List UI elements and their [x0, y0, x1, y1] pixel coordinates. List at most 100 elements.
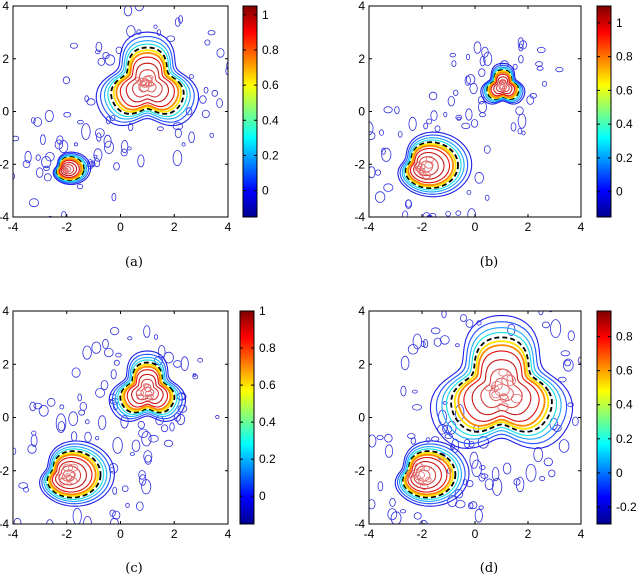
ripple-contour — [369, 166, 376, 179]
y-tick-label: -2 — [354, 464, 365, 478]
ripple-contour — [13, 517, 22, 524]
colorbar-tick-label: 1 — [262, 8, 269, 22]
ripple-contour — [31, 430, 37, 436]
level-contour — [397, 131, 473, 198]
ripple-contour — [529, 92, 537, 99]
ripple-contour — [138, 428, 149, 439]
ripple-contour — [583, 334, 593, 349]
plot-background — [369, 6, 581, 217]
ripple-contour — [435, 537, 443, 542]
ripple-contour — [515, 106, 524, 116]
x-tick-label: -2 — [417, 220, 428, 234]
ripple-contour — [153, 24, 158, 29]
region-triangle-1 — [95, 31, 200, 127]
y-tick-label: 2 — [2, 52, 9, 66]
colorbar-tick-label: 0.6 — [262, 78, 279, 92]
ripple-contour — [29, 401, 37, 412]
colorbar: 0 0.2 0.4 0.6 0.8 1 — [239, 304, 276, 525]
level-contour — [410, 461, 442, 490]
level-contour — [125, 62, 170, 103]
ripple-contour — [344, 449, 354, 464]
level-contour — [48, 452, 99, 497]
colorbar-gradient — [596, 310, 612, 525]
ripple-contour — [390, 511, 402, 524]
level-contour — [429, 314, 574, 450]
ripple-contour — [127, 122, 134, 132]
ripple-contour — [395, 531, 404, 543]
interior-contour — [68, 477, 78, 485]
ripple-contour — [216, 98, 223, 108]
interior-contour — [484, 384, 493, 392]
ripple-contour — [353, 432, 359, 442]
colorbar-tick-label: 0.4 — [616, 398, 633, 412]
x-tick-label: -4 — [8, 220, 19, 234]
level-zero-contour — [404, 141, 459, 189]
region-triangle-1 — [429, 314, 574, 450]
colorbar-tick-label: 0.6 — [616, 83, 633, 97]
ripple-contour — [377, 481, 384, 492]
ripple-contour — [519, 40, 528, 50]
ripple-contour — [572, 416, 579, 427]
ripple-contour — [413, 512, 422, 520]
ripple-contour — [538, 311, 544, 316]
ripple-contour — [422, 338, 429, 349]
ripple-contour — [510, 122, 517, 132]
ripple-contour — [136, 501, 144, 511]
ripple-contours — [344, 311, 593, 552]
ripple-contour — [362, 202, 368, 207]
ripple-contour — [406, 545, 412, 552]
level-contour — [453, 340, 550, 430]
region-triangle-1 — [480, 62, 526, 105]
ripple-contour — [58, 140, 69, 154]
level-contour — [471, 359, 532, 416]
ripple-contour — [192, 373, 197, 377]
panel-4: -4 -2 0 2 4 -4 -2 0 2 4 -0.2 0 0.2 0.4 0.6 0.8 (d) — [344, 304, 637, 576]
level-contour — [123, 365, 172, 411]
ripple-contour — [389, 497, 396, 507]
level-contour — [55, 461, 87, 490]
ripple-contour — [480, 473, 489, 479]
level-contour — [406, 143, 457, 188]
ripple-contour — [174, 17, 181, 27]
ripple-contour — [76, 183, 84, 190]
interior-contour — [145, 74, 154, 82]
level-contour — [399, 446, 462, 502]
level-contour — [400, 448, 459, 500]
ripple-contour — [48, 215, 53, 217]
level-contour — [495, 79, 510, 93]
ripple-contour — [91, 341, 102, 354]
colorbar-tick-label: 0 — [616, 466, 623, 480]
ripple-contour — [47, 397, 56, 407]
x-tick-label: 2 — [525, 220, 532, 234]
ripple-contour — [425, 437, 431, 443]
ripple-contour — [411, 404, 422, 411]
y-tick-label: -4 — [354, 210, 365, 224]
level-contour — [493, 76, 513, 95]
ripple-contour — [381, 147, 392, 162]
interior-contour — [415, 471, 426, 480]
ripple-contour — [473, 41, 482, 54]
ripple-contour — [55, 413, 67, 434]
interior-contour — [140, 79, 151, 88]
ripple-contour — [585, 371, 592, 382]
level-contour — [407, 456, 448, 493]
level-contour — [482, 64, 524, 104]
level-zero-contour — [450, 336, 553, 433]
interior-contour — [405, 469, 416, 478]
ripple-contour — [178, 15, 184, 24]
colorbar-tick-label: 1 — [259, 304, 266, 318]
ripple-contour — [430, 327, 441, 335]
ripple-contour — [548, 469, 556, 478]
ripple-contour — [71, 367, 81, 378]
ripple-contour — [456, 116, 462, 121]
ripple-contour — [96, 132, 102, 142]
ripple-contour — [41, 156, 52, 169]
ripple-contour — [188, 74, 194, 79]
ripple-contour — [479, 56, 486, 67]
interior-contour — [425, 477, 432, 483]
ripple-contour — [59, 404, 65, 410]
level-contour — [111, 353, 183, 420]
panel-2: -4 -2 0 2 4 -4 -2 0 2 4 0 0.2 0.4 0.6 0.8 1 (b) — [354, 0, 633, 270]
ripple-contour — [455, 343, 460, 348]
ripple-contour — [163, 351, 174, 364]
